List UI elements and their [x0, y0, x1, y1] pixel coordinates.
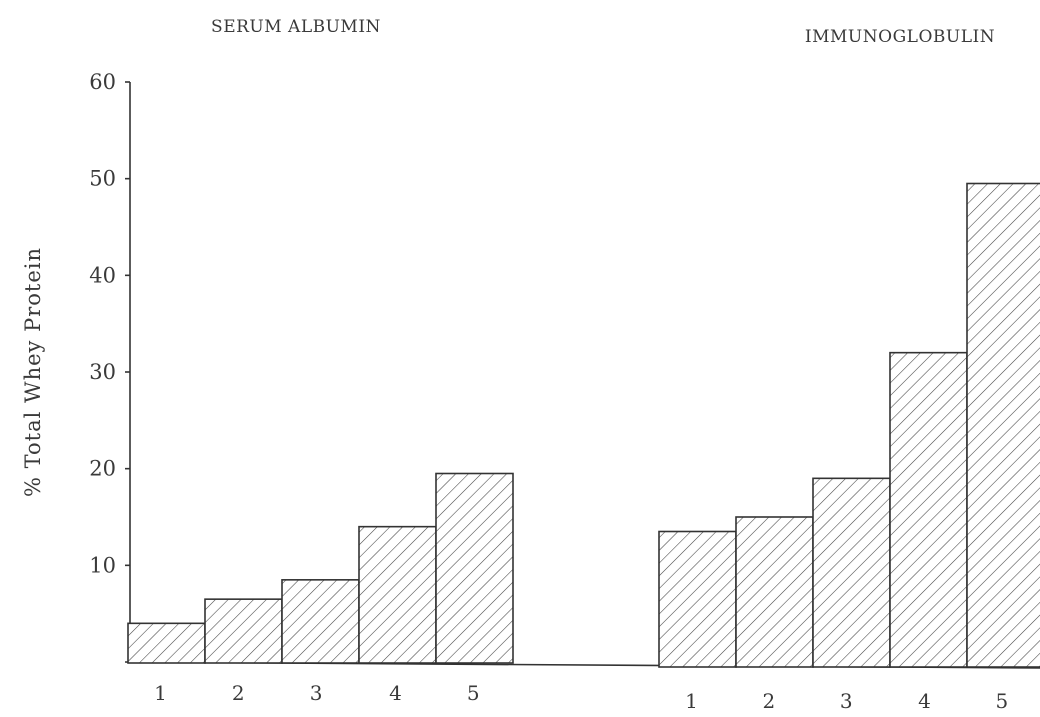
- bar: [812, 477, 891, 668]
- x-tick-label: 2: [232, 681, 245, 705]
- bar: [127, 622, 206, 664]
- bar: [358, 525, 437, 664]
- bar: [966, 182, 1040, 668]
- bar: [204, 598, 283, 664]
- x-tick-label: 1: [685, 689, 698, 713]
- y-tick-label: 30: [89, 360, 116, 384]
- group-title: SERUM ALBUMIN: [211, 17, 381, 37]
- bar: [735, 516, 814, 668]
- group-title: IMMUNOGLOBULIN: [805, 27, 995, 47]
- x-tick-label: 4: [918, 689, 931, 713]
- bar: [889, 351, 968, 668]
- y-tick-label: 60: [89, 70, 116, 94]
- x-tick-label: 5: [996, 689, 1009, 713]
- x-tick-label: 2: [763, 689, 776, 713]
- x-tick-label: 1: [154, 681, 167, 705]
- y-axis-label: % Total Whey Protein: [21, 247, 45, 497]
- y-tick-label: 50: [89, 167, 116, 191]
- x-tick-label: 3: [840, 689, 853, 713]
- y-tick-label: 10: [89, 553, 116, 577]
- x-tick-label: 5: [467, 681, 480, 705]
- bar: [281, 579, 360, 664]
- x-tick-label: 3: [310, 681, 323, 705]
- y-tick-label: 40: [89, 263, 116, 287]
- y-tick-label: 20: [89, 457, 116, 481]
- bar: [658, 530, 737, 668]
- bar: [435, 472, 514, 664]
- x-tick-label: 4: [389, 681, 402, 705]
